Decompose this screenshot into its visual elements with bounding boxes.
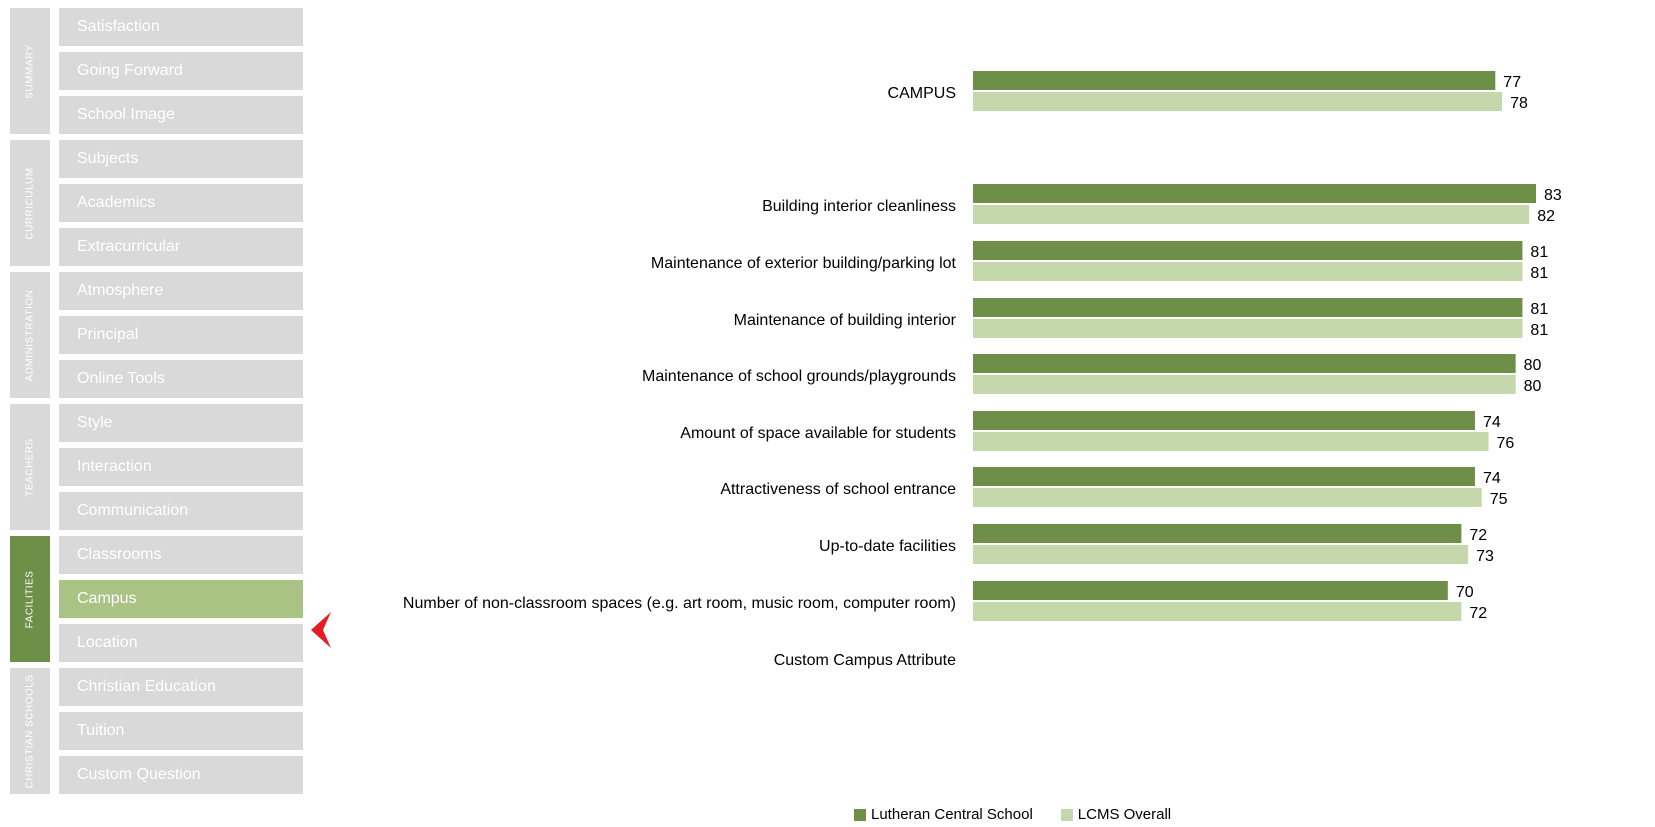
bar-lcms-overall-up-to-date-facilities: [973, 545, 1469, 564]
bar-lcms-overall-maintenance-of-building-interior: [973, 319, 1523, 338]
nav-section-summary[interactable]: SUMMARY: [10, 8, 50, 134]
bar-lcms-overall-campus: [973, 92, 1503, 111]
value-label-lutheran-central-school-building-interior-cleanliness: 83: [1544, 187, 1562, 204]
category-label-building-interior-cleanliness: Building interior cleanliness: [762, 198, 956, 215]
bar-lcms-overall-amount-of-space-available-for-students: [973, 432, 1489, 451]
nav-section-label: CURRICULUM: [24, 166, 36, 240]
category-label-attractiveness-of-school-entrance: Attractiveness of school entrance: [720, 481, 956, 498]
nav-item-subjects[interactable]: Subjects: [59, 140, 303, 178]
nav-section-label: CHRISTIAN SCHOOLS: [24, 673, 36, 789]
nav-item-campus[interactable]: Campus: [59, 580, 303, 618]
nav-item-atmosphere[interactable]: Atmosphere: [59, 272, 303, 310]
category-label-number-of-non-classroom-spaces-e-g-art-room-music-room-computer-room: Number of non-classroom spaces (e.g. art…: [403, 595, 956, 612]
red-arrow-pointer-icon: [311, 612, 331, 648]
nav-item-principal[interactable]: Principal: [59, 316, 303, 354]
value-label-lutheran-central-school-up-to-date-facilities: 72: [1469, 527, 1487, 544]
category-label-maintenance-of-exterior-building-parking-lot: Maintenance of exterior building/parking…: [651, 255, 957, 272]
nav-section-label: SUMMARY: [24, 43, 36, 99]
nav-item-extracurricular[interactable]: Extracurricular: [59, 228, 303, 266]
bar-lutheran-central-school-up-to-date-facilities: [973, 524, 1462, 543]
nav-section-administration[interactable]: ADMINISTRATION: [10, 272, 50, 398]
value-label-lutheran-central-school-number-of-non-classroom-spaces-e-g-art-room-music-room-computer-room: 70: [1456, 584, 1474, 601]
nav-item-location[interactable]: Location: [59, 624, 303, 662]
value-label-lcms-overall-up-to-date-facilities: 73: [1476, 548, 1494, 565]
bar-lcms-overall-building-interior-cleanliness: [973, 205, 1530, 224]
category-label-maintenance-of-building-interior: Maintenance of building interior: [734, 312, 957, 329]
bar-lutheran-central-school-amount-of-space-available-for-students: [973, 411, 1475, 430]
category-label-amount-of-space-available-for-students: Amount of space available for students: [680, 425, 956, 442]
nav-section-label: TEACHERS: [24, 437, 36, 497]
nav-section-christian-schools[interactable]: CHRISTIAN SCHOOLS: [10, 668, 50, 794]
category-label-maintenance-of-school-grounds-playgrounds: Maintenance of school grounds/playground…: [642, 368, 956, 385]
bar-lutheran-central-school-maintenance-of-exterior-building-parking-lot: [973, 241, 1523, 260]
nav-item-christian-education[interactable]: Christian Education: [59, 668, 303, 706]
nav-item-tuition[interactable]: Tuition: [59, 712, 303, 750]
legend-entry-lcms-overall: LCMS Overall: [1060, 806, 1172, 823]
nav-item-classrooms[interactable]: Classrooms: [59, 536, 303, 574]
value-label-lcms-overall-number-of-non-classroom-spaces-e-g-art-room-music-room-computer-room: 72: [1469, 605, 1487, 622]
value-label-lutheran-central-school-maintenance-of-building-interior: 81: [1530, 301, 1548, 318]
category-label-custom-campus-attribute: Custom Campus Attribute: [774, 652, 956, 669]
bar-lutheran-central-school-number-of-non-classroom-spaces-e-g-art-room-music-room-computer-room: [973, 581, 1448, 600]
nav-item-academics[interactable]: Academics: [59, 184, 303, 222]
legend-entry-lutheran-central-school: Lutheran Central School: [854, 806, 1033, 823]
value-label-lcms-overall-campus: 78: [1510, 95, 1528, 112]
value-label-lutheran-central-school-maintenance-of-school-grounds-playgrounds: 80: [1524, 357, 1542, 374]
nav-item-interaction[interactable]: Interaction: [59, 448, 303, 486]
bar-lcms-overall-maintenance-of-exterior-building-parking-lot: [973, 262, 1523, 281]
bar-lutheran-central-school-building-interior-cleanliness: [973, 184, 1536, 203]
bar-lutheran-central-school-campus: [973, 71, 1496, 90]
nav-section-label: ADMINISTRATION: [24, 289, 36, 381]
legend-swatch-lcms-overall: [1060, 808, 1073, 821]
chart-svg: CAMPUS 77 78 Building interior cleanliness 8…: [403, 71, 1562, 669]
legend-label-lutheran-central-school: Lutheran Central School: [871, 806, 1033, 823]
bar-lcms-overall-number-of-non-classroom-spaces-e-g-art-room-music-room-computer-room: [973, 602, 1462, 621]
campus-chart: CAMPUS 77 78 Building interior cleanliness 8…: [340, 0, 1650, 827]
category-label-up-to-date-facilities: Up-to-date facilities: [819, 538, 956, 555]
nav-section-teachers[interactable]: TEACHERS: [10, 404, 50, 530]
value-label-lutheran-central-school-attractiveness-of-school-entrance: 74: [1483, 470, 1501, 487]
nav-item-communication[interactable]: Communication: [59, 492, 303, 530]
nav-item-custom-question[interactable]: Custom Question: [59, 756, 303, 794]
value-label-lutheran-central-school-amount-of-space-available-for-students: 74: [1483, 414, 1501, 431]
value-label-lcms-overall-maintenance-of-exterior-building-parking-lot: 81: [1530, 265, 1548, 282]
value-label-lcms-overall-building-interior-cleanliness: 82: [1537, 208, 1555, 225]
value-label-lcms-overall-amount-of-space-available-for-students: 76: [1497, 435, 1515, 452]
nav-section-curriculum[interactable]: CURRICULUM: [10, 140, 50, 266]
legend-swatch-lutheran-central-school: [854, 808, 866, 821]
category-label-campus: CAMPUS: [888, 85, 956, 102]
nav-section-label: FACILITIES: [24, 570, 36, 628]
bar-lutheran-central-school-maintenance-of-school-grounds-playgrounds: [973, 354, 1516, 373]
bar-lutheran-central-school-maintenance-of-building-interior: [973, 298, 1523, 317]
nav-item-school-image[interactable]: School Image: [59, 96, 303, 134]
nav-item-going-forward[interactable]: Going Forward: [59, 52, 303, 90]
nav-item-satisfaction[interactable]: Satisfaction: [59, 8, 303, 46]
nav-item-style[interactable]: Style: [59, 404, 303, 442]
value-label-lcms-overall-attractiveness-of-school-entrance: 75: [1490, 491, 1508, 508]
nav-section-facilities[interactable]: FACILITIES: [10, 536, 50, 662]
value-label-lcms-overall-maintenance-of-school-grounds-playgrounds: 80: [1524, 378, 1542, 395]
bar-lutheran-central-school-attractiveness-of-school-entrance: [973, 467, 1475, 486]
value-label-lutheran-central-school-maintenance-of-exterior-building-parking-lot: 81: [1530, 244, 1548, 261]
chart-legend: Lutheran Central School LCMS Overall: [854, 806, 1199, 823]
bar-lcms-overall-attractiveness-of-school-entrance: [973, 488, 1482, 507]
legend-label-lcms-overall: LCMS Overall: [1077, 806, 1172, 823]
side-navigation: SUMMARY Satisfaction Going Forward School I…: [0, 0, 310, 827]
nav-item-online-tools[interactable]: Online Tools: [59, 360, 303, 398]
value-label-lcms-overall-maintenance-of-building-interior: 81: [1530, 322, 1548, 339]
bar-lcms-overall-maintenance-of-school-grounds-playgrounds: [973, 375, 1516, 394]
value-label-lutheran-central-school-campus: 77: [1503, 74, 1521, 91]
